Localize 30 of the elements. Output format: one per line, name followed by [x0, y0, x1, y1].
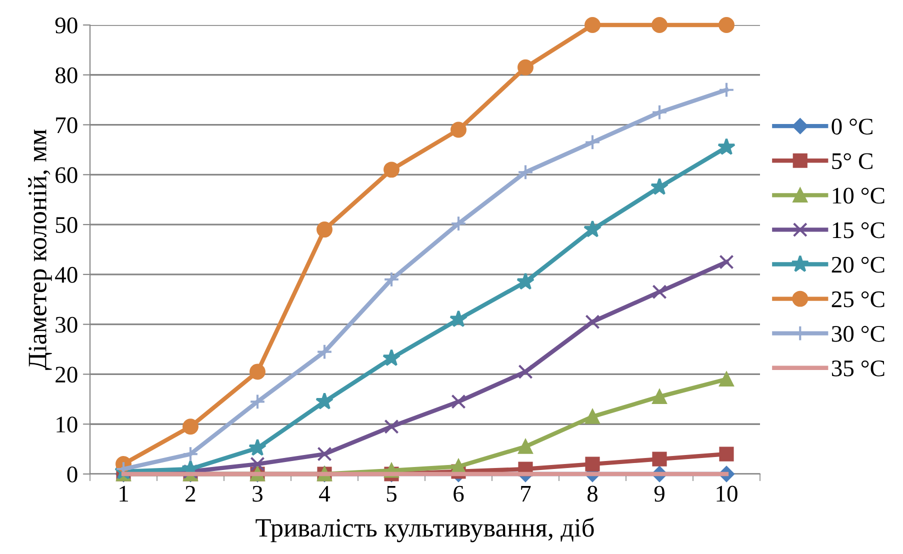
legend-label: 30 °C — [832, 326, 884, 342]
x-tick-label: 1 — [120, 486, 128, 502]
x-tick-label: 2 — [186, 486, 196, 502]
y-tick-label: 0 — [67, 466, 78, 482]
legend-label: 10 °C — [832, 188, 884, 204]
y-tick-label: 20 — [56, 366, 78, 383]
legend-label: 25 °C — [832, 291, 884, 308]
y-axis-title: Діаметер колоній, мм — [28, 129, 52, 370]
legend-label: 15 °C — [832, 222, 884, 238]
legend-label: 35 °C — [832, 360, 884, 376]
x-tick-label: 3 — [252, 486, 262, 502]
x-tick-label: 5 — [386, 486, 396, 502]
x-axis-title: Тривалість культивування, діб — [256, 518, 594, 542]
x-tick-label: 9 — [654, 486, 664, 502]
y-tick-label: 60 — [56, 167, 78, 184]
y-tick-label: 40 — [55, 266, 78, 283]
legend-label: 5° C — [832, 153, 872, 170]
y-tick-label: 90 — [55, 17, 78, 34]
y-tick-label: 80 — [55, 67, 78, 84]
x-tick-label: 10 — [716, 486, 738, 502]
y-tick-label: 70 — [56, 117, 78, 134]
legend-label: 0 °C — [832, 118, 872, 135]
x-tick-label: 4 — [319, 486, 330, 502]
y-tick-label: 30 — [56, 316, 78, 333]
y-tick-label: 10 — [56, 416, 78, 433]
x-tick-label: 7 — [521, 486, 531, 502]
x-tick-label: 6 — [454, 486, 464, 502]
legend-label: 20 °C — [832, 256, 884, 273]
x-tick-label: 8 — [587, 486, 598, 502]
y-tick-label: 50 — [56, 217, 78, 233]
